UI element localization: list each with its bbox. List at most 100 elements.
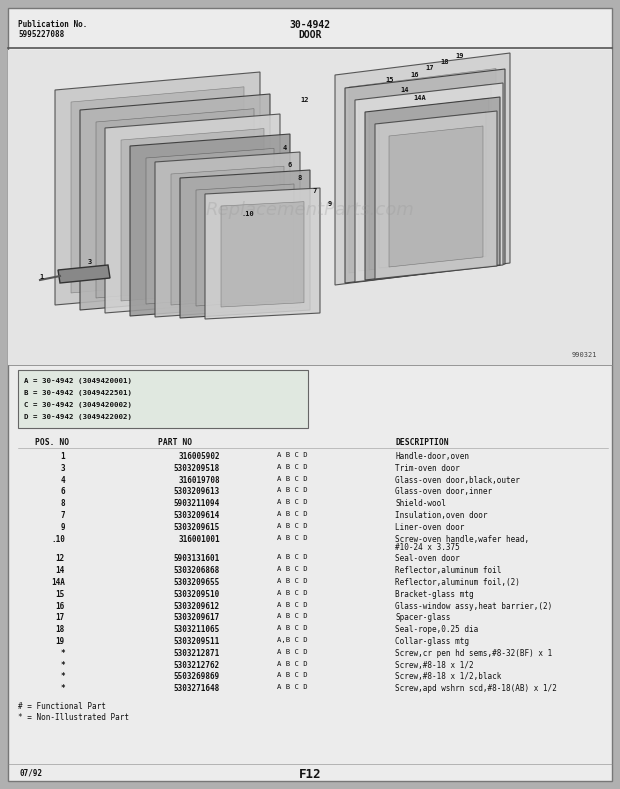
Text: Screw,#8-18 x 1/2,black: Screw,#8-18 x 1/2,black bbox=[395, 672, 502, 682]
Text: 4: 4 bbox=[60, 476, 65, 484]
Text: F12: F12 bbox=[299, 768, 321, 781]
Text: 14A: 14A bbox=[414, 95, 427, 101]
Text: 5503269869: 5503269869 bbox=[174, 672, 220, 682]
Text: A B C D: A B C D bbox=[277, 625, 308, 631]
Text: #10-24 x 3.375: #10-24 x 3.375 bbox=[395, 543, 460, 552]
Polygon shape bbox=[349, 69, 496, 273]
Text: 5303209655: 5303209655 bbox=[174, 578, 220, 587]
Text: Glass-window assy,heat barrier,(2): Glass-window assy,heat barrier,(2) bbox=[395, 601, 552, 611]
Text: DESCRIPTION: DESCRIPTION bbox=[395, 438, 449, 447]
Text: Collar-glass mtg: Collar-glass mtg bbox=[395, 637, 469, 646]
Text: A B C D: A B C D bbox=[277, 590, 308, 596]
Text: A B C D: A B C D bbox=[277, 499, 308, 505]
Text: 15: 15 bbox=[386, 77, 394, 83]
Text: 5903211094: 5903211094 bbox=[174, 499, 220, 508]
Text: A B C D: A B C D bbox=[277, 649, 308, 655]
Text: 5303209615: 5303209615 bbox=[174, 523, 220, 532]
Text: 5303206868: 5303206868 bbox=[174, 567, 220, 575]
Polygon shape bbox=[221, 202, 304, 307]
Text: A,B C D: A,B C D bbox=[277, 637, 308, 643]
Text: Glass-oven door,black,outer: Glass-oven door,black,outer bbox=[395, 476, 520, 484]
Text: *: * bbox=[60, 660, 65, 670]
Text: 5303212762: 5303212762 bbox=[174, 660, 220, 670]
Text: A B C D: A B C D bbox=[277, 672, 308, 679]
Polygon shape bbox=[365, 97, 500, 280]
Text: 7: 7 bbox=[313, 188, 317, 194]
Text: Bracket-glass mtg: Bracket-glass mtg bbox=[395, 590, 474, 599]
Polygon shape bbox=[355, 83, 503, 282]
Text: 5303209614: 5303209614 bbox=[174, 511, 220, 520]
Text: 30-4942: 30-4942 bbox=[290, 20, 330, 30]
Text: A = 30-4942 (3049420001): A = 30-4942 (3049420001) bbox=[24, 378, 132, 384]
Text: 14: 14 bbox=[401, 87, 409, 93]
Text: A B C D: A B C D bbox=[277, 555, 308, 560]
Text: A B C D: A B C D bbox=[277, 452, 308, 458]
Polygon shape bbox=[121, 129, 264, 301]
Text: Glass-oven door,inner: Glass-oven door,inner bbox=[395, 488, 492, 496]
Text: Liner-oven door: Liner-oven door bbox=[395, 523, 464, 532]
Text: A B C D: A B C D bbox=[277, 476, 308, 481]
Text: ReplacementParts.com: ReplacementParts.com bbox=[206, 201, 414, 219]
Text: 316019708: 316019708 bbox=[179, 476, 220, 484]
Polygon shape bbox=[105, 114, 280, 313]
Text: 17: 17 bbox=[426, 65, 434, 71]
Polygon shape bbox=[359, 84, 491, 271]
Text: DOOR: DOOR bbox=[298, 30, 322, 40]
Text: 1: 1 bbox=[60, 452, 65, 461]
Text: *: * bbox=[60, 672, 65, 682]
Text: A B C D: A B C D bbox=[277, 488, 308, 493]
Text: 5903131601: 5903131601 bbox=[174, 555, 220, 563]
Text: 9: 9 bbox=[328, 201, 332, 207]
Text: Shield-wool: Shield-wool bbox=[395, 499, 446, 508]
Text: A B C D: A B C D bbox=[277, 511, 308, 517]
Text: .10: .10 bbox=[51, 535, 65, 544]
Polygon shape bbox=[80, 94, 270, 310]
Text: Seal-oven door: Seal-oven door bbox=[395, 555, 460, 563]
Text: Trim-oven door: Trim-oven door bbox=[395, 464, 460, 473]
Text: 07/92: 07/92 bbox=[20, 768, 43, 777]
Text: 316005902: 316005902 bbox=[179, 452, 220, 461]
Text: A B C D: A B C D bbox=[277, 567, 308, 572]
Text: A B C D: A B C D bbox=[277, 578, 308, 584]
Text: 5303271648: 5303271648 bbox=[174, 684, 220, 694]
Text: 5303212871: 5303212871 bbox=[174, 649, 220, 658]
Polygon shape bbox=[96, 109, 254, 298]
Polygon shape bbox=[389, 126, 483, 267]
Text: 316001001: 316001001 bbox=[179, 535, 220, 544]
Text: 14A: 14A bbox=[51, 578, 65, 587]
Text: 9: 9 bbox=[60, 523, 65, 532]
Text: 3: 3 bbox=[60, 464, 65, 473]
Text: 12: 12 bbox=[56, 555, 65, 563]
Polygon shape bbox=[58, 265, 110, 283]
Text: Publication No.: Publication No. bbox=[18, 20, 87, 29]
Text: 5303209511: 5303209511 bbox=[174, 637, 220, 646]
Text: A B C D: A B C D bbox=[277, 535, 308, 540]
Text: 3: 3 bbox=[88, 259, 92, 265]
Text: A B C D: A B C D bbox=[277, 660, 308, 667]
Text: 7: 7 bbox=[60, 511, 65, 520]
FancyBboxPatch shape bbox=[8, 50, 612, 365]
Polygon shape bbox=[155, 152, 300, 317]
Text: Screw-oven handle,wafer head,: Screw-oven handle,wafer head, bbox=[395, 535, 529, 544]
Text: 15: 15 bbox=[56, 590, 65, 599]
Text: 6: 6 bbox=[288, 162, 292, 168]
Text: # = Functional Part: # = Functional Part bbox=[18, 702, 106, 711]
Polygon shape bbox=[55, 72, 260, 305]
Polygon shape bbox=[375, 111, 497, 279]
Text: 16: 16 bbox=[56, 601, 65, 611]
Text: 5303211065: 5303211065 bbox=[174, 625, 220, 634]
Polygon shape bbox=[369, 98, 489, 270]
Text: 1: 1 bbox=[40, 274, 44, 280]
Polygon shape bbox=[379, 112, 486, 268]
Text: 5303209510: 5303209510 bbox=[174, 590, 220, 599]
Text: 6: 6 bbox=[60, 488, 65, 496]
Text: *: * bbox=[60, 649, 65, 658]
Polygon shape bbox=[205, 188, 320, 319]
Text: 14: 14 bbox=[56, 567, 65, 575]
Polygon shape bbox=[71, 87, 244, 293]
Text: A B C D: A B C D bbox=[277, 464, 308, 469]
Text: Handle-door,oven: Handle-door,oven bbox=[395, 452, 469, 461]
Text: 8: 8 bbox=[60, 499, 65, 508]
Text: Seal-rope,0.25 dia: Seal-rope,0.25 dia bbox=[395, 625, 478, 634]
Text: A B C D: A B C D bbox=[277, 601, 308, 608]
